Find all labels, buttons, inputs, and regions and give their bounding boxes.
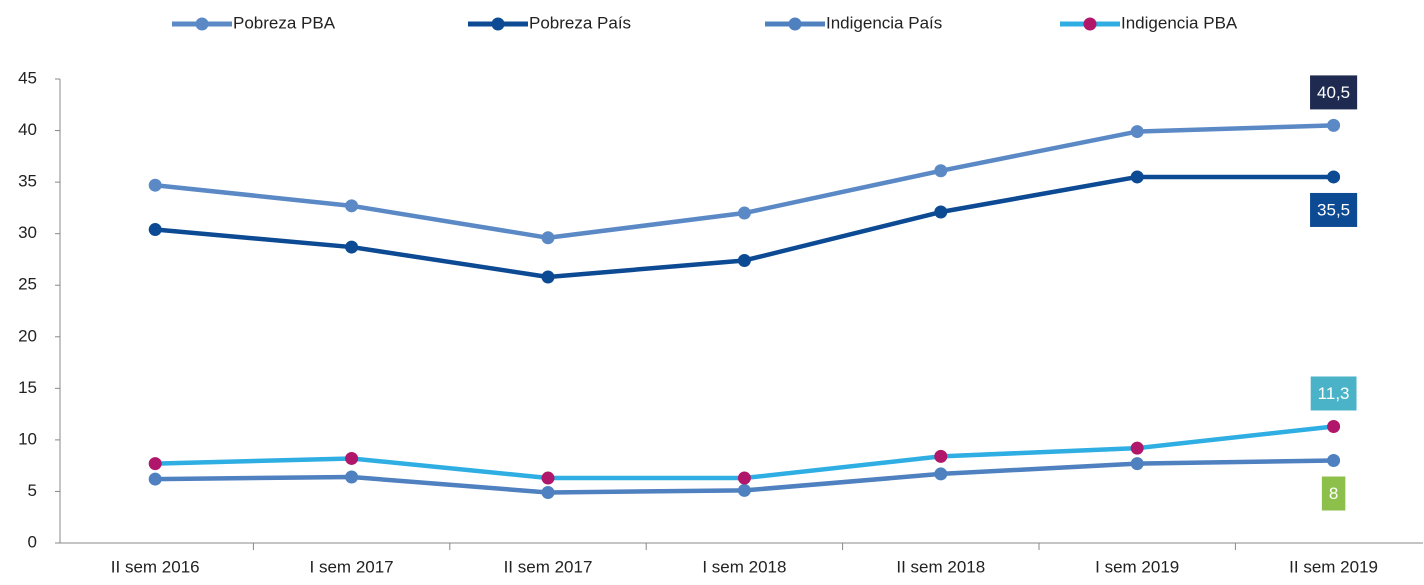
point [737, 483, 751, 497]
value-label: 40,5 [1310, 75, 1358, 110]
point [541, 231, 555, 245]
value-label-box [1310, 192, 1358, 227]
y-tick-label: 20 [18, 326, 37, 345]
point [1130, 125, 1144, 139]
x-tick-label: II sem 2018 [896, 557, 985, 576]
legend-marker [491, 17, 505, 31]
series-line [155, 424, 1334, 481]
y-tick-label: 25 [18, 275, 37, 294]
value-label-text: 35,5 [1317, 200, 1350, 219]
value-label: 8 [1321, 476, 1346, 511]
point [541, 471, 555, 485]
legend-marker [788, 17, 802, 31]
point [1327, 118, 1341, 132]
point [148, 223, 162, 237]
point [934, 164, 948, 178]
y-tick-label: 40 [18, 120, 37, 139]
point [148, 472, 162, 486]
point [1327, 170, 1341, 184]
x-tick-label: I sem 2018 [702, 557, 786, 576]
value-label-text: 40,5 [1317, 83, 1350, 102]
point [934, 205, 948, 219]
legend-label: Pobreza PBA [233, 13, 336, 32]
point [148, 457, 162, 471]
point [345, 470, 359, 484]
value-label-box [1310, 376, 1357, 411]
x-tick-label: I sem 2017 [310, 557, 394, 576]
point [737, 253, 751, 267]
point [1130, 457, 1144, 471]
point [737, 471, 751, 485]
point [737, 206, 751, 220]
point [934, 467, 948, 481]
y-tick-label: 0 [28, 532, 37, 551]
legend-label: Pobreza País [529, 13, 631, 32]
y-tick-label: 5 [28, 481, 37, 500]
y-tick-label: 15 [18, 378, 37, 397]
legend-marker [1083, 17, 1097, 31]
value-label: 11,3 [1310, 376, 1357, 411]
point [1130, 170, 1144, 184]
legend-label: Indigencia PBA [1121, 13, 1238, 32]
point [541, 270, 555, 284]
y-tick-label: 30 [18, 223, 37, 242]
value-label-box [1321, 476, 1346, 511]
point [345, 240, 359, 254]
x-tick-label: I sem 2019 [1095, 557, 1179, 576]
x-tick-label: II sem 2017 [504, 557, 593, 576]
value-label-text: 11,3 [1318, 384, 1350, 403]
y-tick-label: 35 [18, 172, 37, 191]
point [541, 485, 555, 499]
point [1327, 419, 1341, 433]
legend-marker [195, 17, 209, 31]
point [148, 178, 162, 192]
value-label: 35,5 [1310, 192, 1358, 227]
point [1327, 454, 1341, 468]
x-tick-label: II sem 2019 [1289, 557, 1378, 576]
point [1130, 441, 1144, 455]
value-label-box [1310, 75, 1358, 110]
point [345, 451, 359, 465]
x-tick-label: II sem 2016 [111, 557, 200, 576]
legend-label: Indigencia País [826, 13, 942, 32]
y-tick-label: 10 [18, 429, 37, 448]
point [934, 449, 948, 463]
series-line [154, 123, 1334, 241]
point [345, 199, 359, 213]
value-label-text: 8 [1329, 484, 1338, 503]
y-tick-label: 45 [18, 68, 37, 87]
